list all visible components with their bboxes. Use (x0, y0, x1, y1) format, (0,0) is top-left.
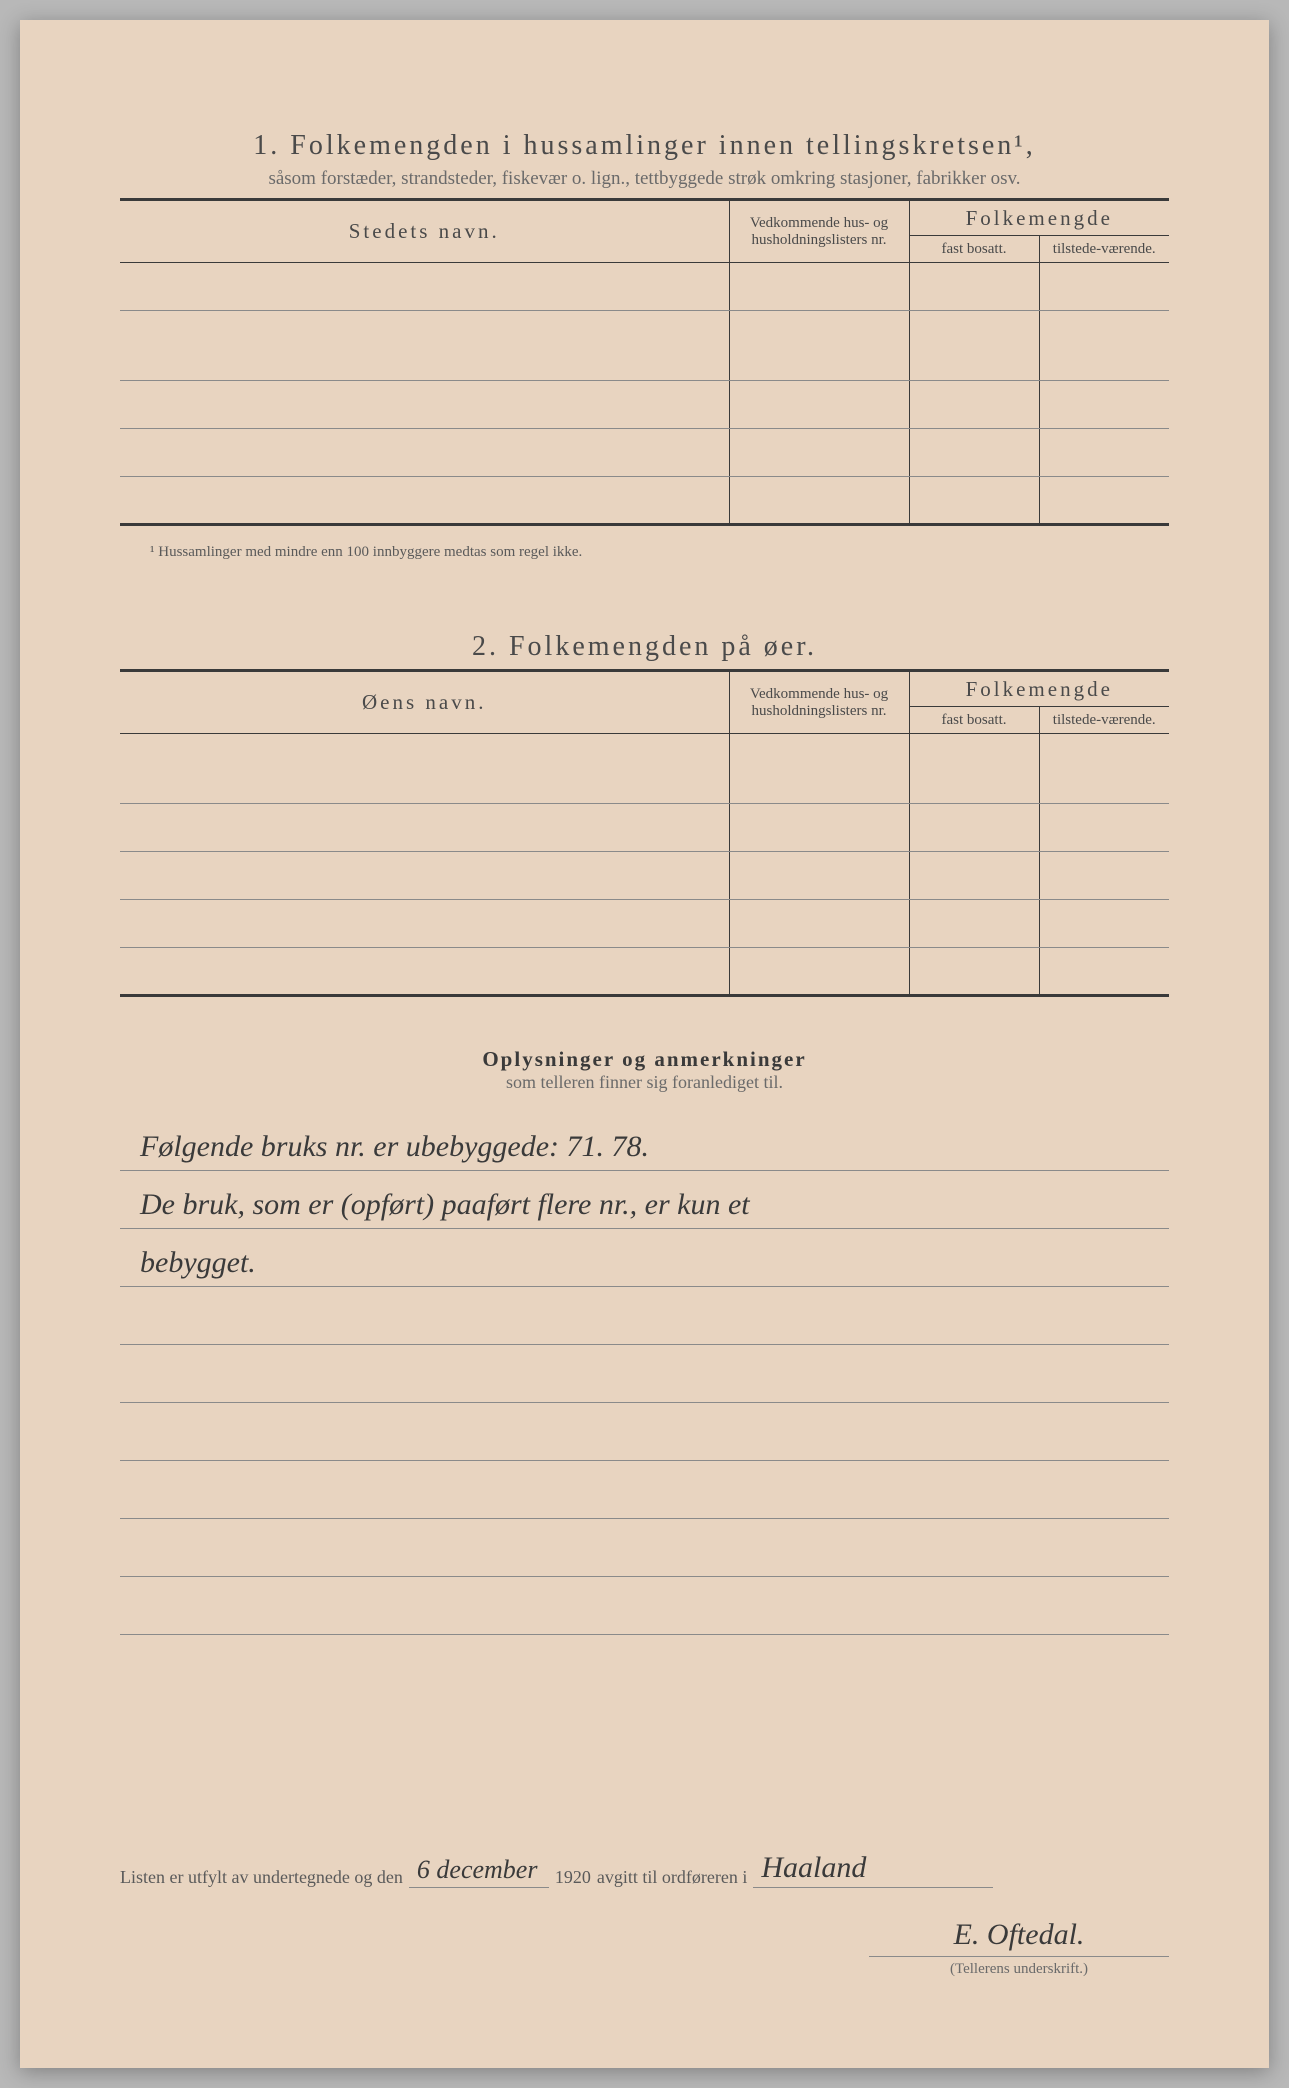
col-ref: Vedkommende hus- og husholdningslisters … (729, 200, 909, 263)
table-row (120, 948, 1169, 996)
section1-footnote: ¹ Hussamlinger med mindre enn 100 innbyg… (120, 544, 1169, 561)
table-row (120, 804, 1169, 852)
table-row (120, 734, 1169, 804)
section1-table: Stedets navn. Vedkommende hus- og hushol… (120, 198, 1169, 526)
section1-number: 1. (253, 130, 280, 161)
table-row (120, 429, 1169, 477)
col-tilstede2: tilstede-værende. (1039, 707, 1169, 734)
handwritten-note: bebygget. (140, 1246, 256, 1280)
col-folkemengde2: Folkemengde (909, 671, 1169, 707)
col-folkemengde: Folkemengde (909, 200, 1169, 236)
section2-number: 2. (472, 631, 499, 662)
table-row (120, 381, 1169, 429)
notes-lines: Følgende bruks nr. er ubebyggede: 71. 78… (120, 1113, 1169, 1635)
closing-statement: Listen er utfylt av undertegnede og den … (120, 1851, 1169, 1888)
note-line (120, 1403, 1169, 1461)
closing-place: Haaland (753, 1851, 993, 1888)
signature-block: E. Oftedal. (Tellerens underskrift.) (869, 1918, 1169, 1978)
closing-middle: avgitt til ordføreren i (597, 1867, 747, 1888)
table-row (120, 311, 1169, 381)
section1-title: 1. Folkemengden i hussamlinger innen tel… (120, 130, 1169, 162)
note-line: De bruk, som er (opført) paaført flere n… (120, 1171, 1169, 1229)
col-stedets-navn: Stedets navn. (120, 200, 729, 263)
section2-table: Øens navn. Vedkommende hus- og husholdni… (120, 669, 1169, 997)
closing-prefix: Listen er utfylt av undertegnede og den (120, 1867, 403, 1888)
signature-caption: (Tellerens underskrift.) (869, 1961, 1169, 1978)
document-page: 1. Folkemengden i hussamlinger innen tel… (20, 20, 1269, 2068)
col-oens-navn: Øens navn. (120, 671, 729, 734)
col-ref2: Vedkommende hus- og husholdningslisters … (729, 671, 909, 734)
note-line (120, 1461, 1169, 1519)
table-row (120, 477, 1169, 525)
handwritten-note: De bruk, som er (opført) paaført flere n… (140, 1188, 750, 1222)
table-row (120, 900, 1169, 948)
note-line: bebygget. (120, 1229, 1169, 1287)
notes-heading-bold: Oplysninger og anmerkninger (120, 1047, 1169, 1072)
note-line (120, 1287, 1169, 1345)
section1-subtitle: såsom forstæder, strandsteder, fiskevær … (120, 168, 1169, 190)
notes-heading-light: som telleren finner sig foranlediget til… (120, 1072, 1169, 1093)
table-row (120, 263, 1169, 311)
closing-date: 6 december (409, 1855, 549, 1888)
col-fast-bosatt: fast bosatt. (909, 236, 1039, 263)
section2-title: 2. Folkemengden på øer. (120, 631, 1169, 663)
note-line (120, 1577, 1169, 1635)
notes-heading: Oplysninger og anmerkninger som telleren… (120, 1047, 1169, 1093)
note-line (120, 1345, 1169, 1403)
section1-title-text: Folkemengden i hussamlinger innen tellin… (290, 130, 1035, 161)
closing-year: 1920 (555, 1867, 591, 1888)
col-tilstede: tilstede-værende. (1039, 236, 1169, 263)
signature: E. Oftedal. (954, 1918, 1085, 1951)
table-row (120, 852, 1169, 900)
note-line (120, 1519, 1169, 1577)
handwritten-note: Følgende bruks nr. er ubebyggede: 71. 78… (140, 1130, 649, 1164)
note-line: Følgende bruks nr. er ubebyggede: 71. 78… (120, 1113, 1169, 1171)
col-fast-bosatt2: fast bosatt. (909, 707, 1039, 734)
section2-title-text: Folkemengden på øer. (509, 631, 817, 662)
